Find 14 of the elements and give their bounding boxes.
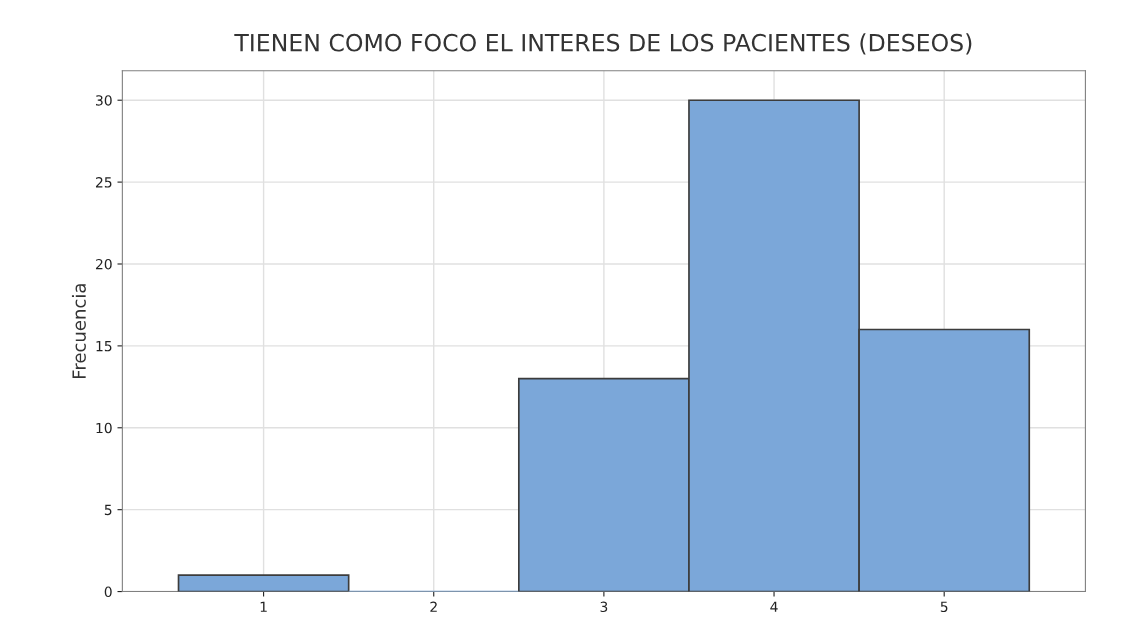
x-tick-label: 3 <box>600 601 608 613</box>
x-tick-label: 5 <box>940 601 948 613</box>
y-tick-label: 30 <box>96 95 112 106</box>
chart-title: TIENEN COMO FOCO EL INTERES DE LOS PACIENTES (DESEOS) <box>234 33 972 55</box>
y-tick-label: 15 <box>96 341 112 352</box>
y-tick-label: 20 <box>95 258 112 270</box>
y-axis-title: Frecuencia <box>71 284 86 378</box>
y-tick-label: 25 <box>95 177 112 188</box>
y-tick-label: 10 <box>96 422 112 434</box>
y-tick-label: 0 <box>104 586 112 598</box>
x-tick-label: 4 <box>770 601 778 612</box>
y-tick-label: 5 <box>104 504 112 516</box>
x-tick-label: 2 <box>430 601 437 612</box>
x-tick-label: 1 <box>260 601 267 612</box>
